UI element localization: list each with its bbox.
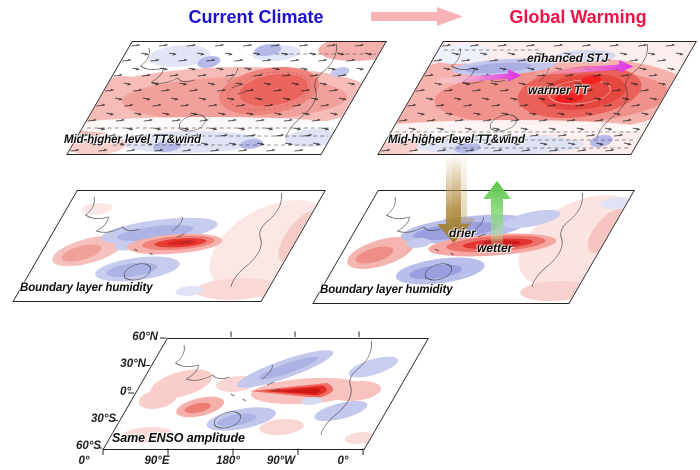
wetter-annotation: wetter [477,241,513,255]
coastlines [174,340,372,436]
panel-current-midlevel-map [66,41,387,155]
drier-annotation: drier [449,226,476,240]
transition-arrow-icon [371,7,463,26]
lat-label-30n: 30°N [120,358,146,370]
current-climate-title: Current Climate [188,7,324,27]
lon-label-0w: 0° [337,455,349,467]
caption-mid-left: Boundary layer humidity [20,282,153,294]
enhanced-stj-annotation: enhanced STJ [527,51,609,65]
wind-vector-field [67,42,386,154]
caption-top-right: Mid-higher level TT&wind [388,134,525,146]
coastlines [84,192,282,288]
caption-bottom: Same ENSO amplitude [112,431,245,445]
enso-sst-map-art [103,339,428,449]
caption-mid-right: Boundary layer humidity [320,284,453,296]
caption-top-left: Mid-higher level TT&wind [64,134,201,146]
current-midlevel-map-art [67,42,386,154]
lon-label-180: 180° [216,455,240,467]
lat-label-30s: 30°S [90,413,116,425]
lat-label-0: 0° [120,386,131,398]
panel-enso-sst-map [102,338,430,450]
warming-humidity-map-art [313,191,634,303]
warmer-tt-annotation: warmer TT [528,83,589,97]
global-warming-title: Global Warming [509,7,647,27]
sst-anomaly-shading [121,350,398,444]
lon-label-0e: 0° [78,455,90,467]
panel-warming-humidity-map [312,190,635,304]
lon-label-90e: 90°E [144,455,170,467]
lon-label-90w: 90°W [266,455,296,467]
lat-label-60n: 60°N [132,331,158,343]
lat-label-60s: 60°S [75,440,101,452]
